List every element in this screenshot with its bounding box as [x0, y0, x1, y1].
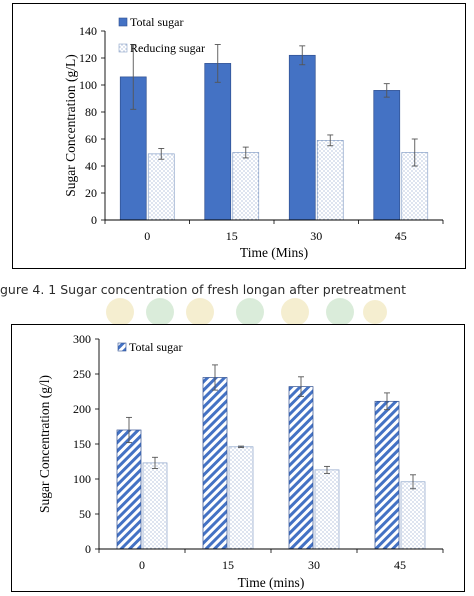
y-axis-title: Sugar Concentration (g/l): [37, 375, 52, 513]
x-tick-label-45: 45: [394, 558, 406, 572]
x-tick-label-45: 45: [395, 229, 407, 243]
y-tick-label-4: 200: [73, 402, 91, 416]
x-tick-label-0: 0: [139, 558, 145, 572]
y-tick-label-3: 150: [73, 437, 91, 451]
legend-swatch-1: [118, 43, 128, 53]
y-tick-label-6: 300: [73, 332, 91, 346]
legend-swatch-0: [118, 17, 128, 27]
bar-s1-30: [314, 469, 340, 550]
x-tick-label-30: 30: [310, 229, 322, 243]
legend-label-0: Total sugar: [130, 15, 183, 29]
chart-1-frame: 0 20 40 60 80 100 120 140 0 15 30 45 Time (Mins) Suga…: [12, 3, 466, 269]
legend-swatch-0: [117, 342, 127, 352]
caption-text: Sugar concentration of fresh longan afte…: [60, 282, 407, 297]
x-axis-title: Time (mins): [238, 575, 305, 590]
bar-s1-45: [400, 481, 426, 550]
y-tick-label-7: 140: [79, 24, 97, 38]
y-tick-label-3: 60: [85, 132, 97, 146]
bar-s0-30: [288, 54, 316, 221]
legend-label-1: Reducing sugar: [130, 41, 205, 55]
bar-s1-0: [142, 462, 168, 550]
bar-s0-15: [204, 63, 232, 221]
bar-s1-15: [232, 152, 260, 221]
y-tick-label-5: 250: [73, 367, 91, 381]
bar-s1-15: [228, 446, 254, 550]
y-tick-label-2: 100: [73, 472, 91, 486]
bar-s1-0: [147, 153, 175, 221]
x-tick-label-0: 0: [144, 229, 150, 243]
y-tick-label-2: 40: [85, 159, 97, 173]
bar-s0-15: [202, 377, 228, 550]
y-tick-label-1: 20: [85, 186, 97, 200]
x-tick-label-30: 30: [308, 558, 320, 572]
y-tick-label-0: 0: [91, 213, 97, 227]
bar-s0-30: [288, 386, 314, 550]
bar-s0-45: [373, 90, 401, 221]
chart-2: 0 50 100 150 200 250 300 0 15 30 45 Time (mins) Suga…: [37, 332, 444, 590]
y-tick-label-0: 0: [85, 542, 91, 556]
y-axis-title: Sugar Concentration (g/L): [63, 54, 78, 196]
y-tick-label-4: 80: [85, 105, 97, 119]
chart-2-frame: 0 50 100 150 200 250 300 0 15 30 45 Time (mins) Suga…: [11, 324, 465, 592]
y-tick-label-6: 120: [79, 51, 97, 65]
bar-s0-45: [374, 400, 400, 550]
bar-s0-0: [116, 429, 142, 550]
x-tick-label-15: 15: [222, 558, 234, 572]
x-tick-label-15: 15: [226, 229, 238, 243]
bar-s1-30: [316, 140, 344, 221]
chart-1: 0 20 40 60 80 100 120 140 0 15 30 45 Time (Mins) Suga…: [63, 15, 444, 260]
legend-label-0: Total sugar: [129, 340, 182, 354]
caption-prefix: gure 4. 1: [0, 282, 57, 297]
x-axis-title: Time (Mins): [240, 245, 308, 260]
y-tick-label-1: 50: [79, 507, 91, 521]
figure-caption: gure 4. 1 Sugar concentration of fresh l…: [0, 282, 406, 297]
y-tick-label-5: 100: [79, 78, 97, 92]
university-watermark: [106, 298, 387, 326]
